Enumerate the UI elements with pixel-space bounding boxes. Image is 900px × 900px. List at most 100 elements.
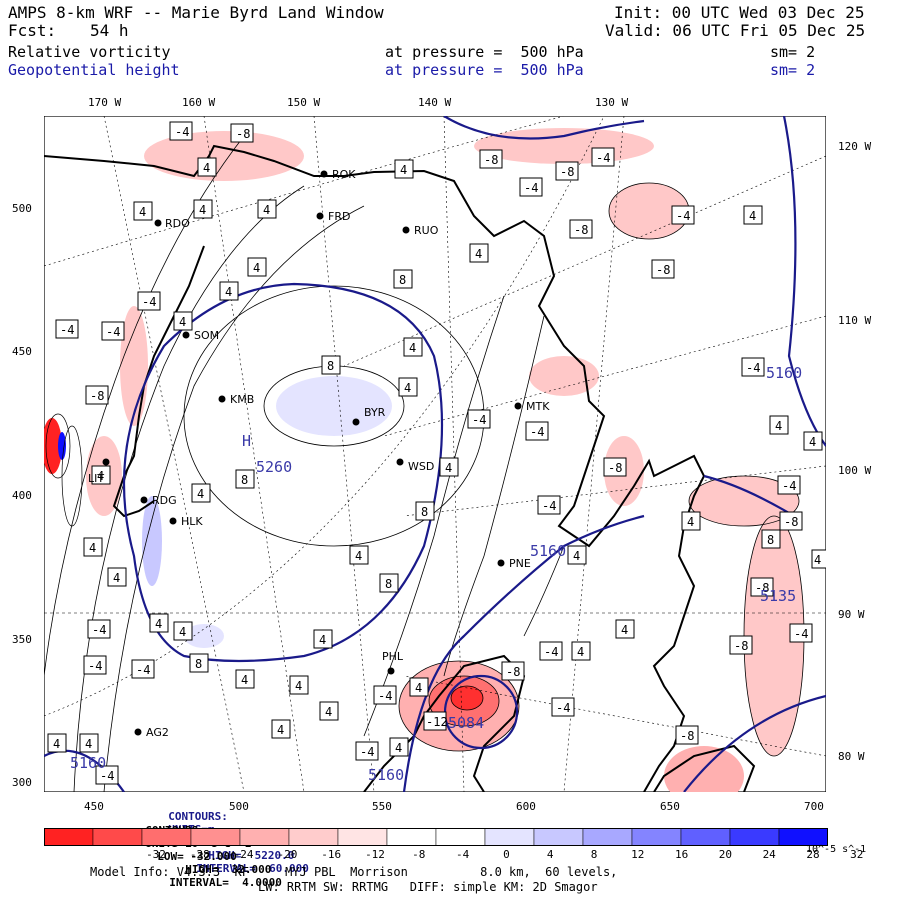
svg-text:4: 4 [263, 203, 270, 217]
svg-text:-8: -8 [506, 665, 520, 679]
negative-vorticity-shading [58, 376, 392, 648]
colorbar-cell [631, 828, 682, 846]
colorbar-tick: -12 [365, 848, 385, 861]
colorbar-tick: 28 [806, 848, 820, 861]
lon-label-top: 160 W [182, 96, 216, 109]
svg-text:-4: -4 [794, 627, 808, 641]
grid-tick-bottom: 600 [516, 800, 536, 813]
vorticity-contours [44, 135, 805, 792]
colorbar [44, 828, 828, 846]
svg-text:-4: -4 [106, 325, 120, 339]
svg-text:-4: -4 [556, 701, 570, 715]
svg-text:-4: -4 [175, 125, 189, 139]
colorbar-tick: 12 [631, 848, 645, 861]
field1-name: Relative vorticity [8, 43, 171, 61]
grid-tick-left: 300 [12, 776, 32, 789]
svg-text:-12: -12 [426, 715, 448, 729]
valid-time: Valid: 06 UTC Fri 05 Dec 25 [605, 21, 866, 40]
station-label: LIT [88, 472, 104, 485]
svg-text:-4: -4 [530, 425, 544, 439]
svg-text:8: 8 [385, 577, 392, 591]
station-label: HLK [181, 515, 203, 528]
svg-text:8: 8 [399, 273, 406, 287]
svg-text:-4: -4 [544, 645, 558, 659]
height-label: 5135 [760, 587, 796, 605]
grid-tick-bottom: 450 [84, 800, 104, 813]
svg-text:-4: -4 [142, 295, 156, 309]
colorbar-cell [337, 828, 388, 846]
svg-text:4: 4 [89, 541, 96, 555]
svg-text:4: 4 [409, 341, 416, 355]
svg-text:4: 4 [809, 435, 816, 449]
svg-text:4: 4 [155, 617, 162, 631]
station-markers: RDO FRD RUO SOM KMB BYR WSD MTK RDG HLK … [88, 168, 550, 739]
svg-text:4: 4 [621, 623, 628, 637]
map-title: AMPS 8-km WRF -- Marie Byrd Land Window [8, 3, 384, 22]
lon-label-right: 120 W [838, 140, 872, 153]
colorbar-tick: -20 [277, 848, 298, 861]
lon-label-right: 100 W [838, 464, 872, 477]
svg-text:4: 4 [113, 571, 120, 585]
svg-text:4: 4 [277, 723, 284, 737]
grid-tick-left: 350 [12, 633, 32, 646]
grid-tick-bottom: 500 [229, 800, 249, 813]
svg-text:4: 4 [475, 247, 482, 261]
colorbar-tick: -4 [455, 848, 470, 861]
lon-label-right: 90 W [838, 608, 865, 621]
height-label: 5160 [530, 542, 566, 560]
grid-tick-left: 400 [12, 489, 32, 502]
svg-text:4: 4 [325, 705, 332, 719]
svg-text:4: 4 [749, 209, 756, 223]
svg-text:-4: -4 [378, 689, 392, 703]
svg-text:4: 4 [97, 469, 104, 483]
station-label: PNE [509, 557, 531, 570]
svg-text:4: 4 [241, 673, 248, 687]
colorbar-cell [533, 828, 584, 846]
colorbar-tick: -24 [233, 848, 254, 861]
colorbar-tick: 8 [590, 848, 598, 861]
svg-text:4: 4 [85, 737, 92, 751]
svg-text:4: 4 [573, 549, 580, 563]
contour2-interval: INTERVAL= 4.0000 [169, 876, 282, 889]
svg-text:4: 4 [139, 205, 146, 219]
svg-text:8: 8 [327, 359, 334, 373]
height-label: 5160 [368, 766, 404, 784]
weather-map: -4 -8 4 4 4 4 4 -8 -8 -4 -4 -8 -4 4 -8 4… [44, 116, 826, 792]
height-contours [44, 116, 826, 792]
field2-smoothing: sm= 2 [770, 61, 816, 79]
svg-text:4: 4 [179, 625, 186, 639]
grid-tick-bottom: 650 [660, 800, 680, 813]
svg-text:4: 4 [319, 633, 326, 647]
coastline [44, 144, 756, 792]
svg-text:4: 4 [415, 681, 422, 695]
height-label: 5160 [70, 754, 106, 772]
station-label: BYR [364, 406, 386, 419]
field2-pressure: at pressure = 500 hPa [385, 61, 584, 79]
svg-text:8: 8 [241, 473, 248, 487]
station-label: RDO [165, 217, 190, 230]
height-label: 5160 [766, 364, 802, 382]
svg-text:-4: -4 [472, 413, 486, 427]
svg-text:-4: -4 [524, 181, 538, 195]
grid-tick-bottom: 550 [372, 800, 392, 813]
svg-text:4: 4 [687, 515, 694, 529]
station-label: RUO [414, 224, 439, 237]
svg-text:-8: -8 [755, 581, 769, 595]
field1-smoothing: sm= 2 [770, 43, 816, 61]
grid-tick-bottom: 700 [804, 800, 824, 813]
height-labels: H 5260 5160 5160 5160 5160 5135 5084 [70, 364, 802, 784]
colorbar-cell [386, 828, 437, 846]
contour2-low: LOW= -32.000 [157, 850, 237, 863]
colorbar-tick: 16 [674, 848, 689, 861]
colorbar-tick: -16 [321, 848, 342, 861]
svg-text:-8: -8 [656, 263, 670, 277]
lon-label-top: 170 W [88, 96, 122, 109]
svg-text:-8: -8 [560, 165, 574, 179]
svg-text:-4: -4 [60, 323, 74, 337]
colorbar-cell [288, 828, 339, 846]
lon-label-right: 80 W [838, 750, 865, 763]
contour1-label: CONTOURS: [168, 810, 228, 823]
svg-text:-4: -4 [136, 663, 150, 677]
svg-text:4: 4 [53, 737, 60, 751]
colorbar-tick: -8 [412, 848, 426, 861]
